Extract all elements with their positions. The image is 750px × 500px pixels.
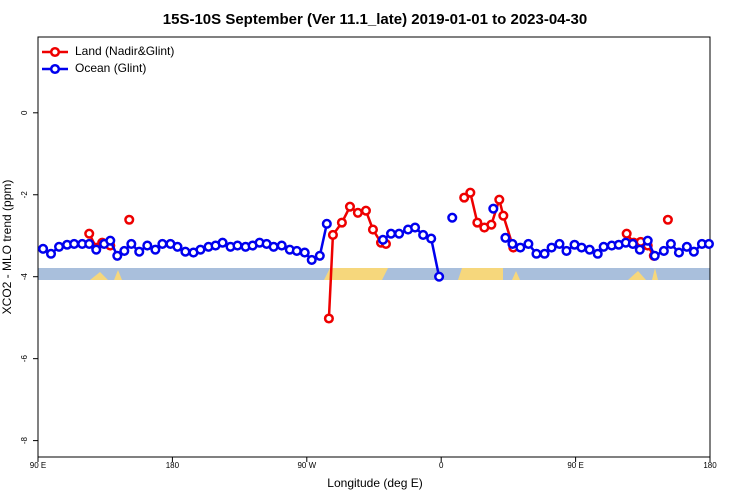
y-tick-label: -2 <box>20 191 29 199</box>
data-point <box>531 248 542 259</box>
data-point <box>352 207 363 218</box>
legend-label: Ocean (Glint) <box>75 61 146 75</box>
data-point <box>584 244 595 255</box>
data-point <box>592 248 603 259</box>
data-point <box>45 248 57 259</box>
data-point <box>276 240 287 251</box>
data-point <box>377 234 389 245</box>
data-point <box>418 229 429 240</box>
data-point <box>134 246 145 257</box>
data-point <box>232 240 243 251</box>
data-point <box>84 238 95 249</box>
data-point <box>494 194 505 205</box>
data-point <box>150 244 161 255</box>
data-point <box>323 313 334 324</box>
data-point <box>321 218 332 229</box>
data-point <box>394 228 405 239</box>
x-tick-label: 90 E <box>567 461 583 470</box>
data-point <box>681 241 692 252</box>
data-point <box>642 235 653 246</box>
legend-marker <box>49 63 61 75</box>
data-point <box>299 247 310 258</box>
data-point <box>180 246 191 257</box>
data-point <box>523 238 534 249</box>
data-point <box>658 245 669 256</box>
data-point <box>306 254 317 265</box>
series-line <box>89 193 668 319</box>
data-point <box>268 241 279 252</box>
y-axis-label: XCO2 - MLO trend (ppm) <box>0 180 14 315</box>
data-point <box>488 203 499 214</box>
x-tick-label: 90 W <box>297 461 316 470</box>
data-point <box>507 238 518 249</box>
y-tick-label: -8 <box>20 437 29 445</box>
data-point <box>105 235 116 246</box>
data-point <box>426 233 437 244</box>
data-point <box>598 241 609 252</box>
data-point <box>673 247 684 258</box>
data-point <box>172 241 183 252</box>
y-tick-label: -6 <box>20 355 29 363</box>
data-point <box>634 244 645 255</box>
data-point <box>327 229 338 240</box>
data-point <box>627 238 638 249</box>
data-point <box>314 250 325 261</box>
data-point <box>662 214 673 225</box>
data-point <box>217 237 228 248</box>
data-point <box>515 242 526 253</box>
data-point <box>472 217 483 228</box>
data-point <box>195 244 206 255</box>
x-tick-label: 180 <box>703 461 717 470</box>
data-point <box>142 240 153 251</box>
data-point <box>119 245 130 256</box>
data-point <box>84 228 95 239</box>
data-point <box>54 241 65 252</box>
data-point <box>703 238 715 249</box>
data-point <box>459 192 470 203</box>
legend-label: Land (Nadir&Glint) <box>75 44 174 58</box>
data-point <box>665 238 676 249</box>
data-point <box>434 271 445 282</box>
legend-marker <box>49 46 61 58</box>
x-tick-label: 0 <box>439 461 444 470</box>
y-tick-label: -4 <box>20 273 29 281</box>
data-point <box>500 232 511 243</box>
data-point <box>344 201 356 212</box>
y-tick-label: 0 <box>20 110 29 115</box>
data-point <box>367 224 379 235</box>
x-axis-label: Longitude (deg E) <box>327 476 422 490</box>
data-point <box>410 222 421 233</box>
chart-title: 15S-10S September (Ver 11.1_late) 2019-0… <box>163 11 587 28</box>
data-point <box>360 205 371 216</box>
data-point <box>38 243 49 254</box>
land-strip <box>90 268 658 280</box>
data-point <box>157 238 168 249</box>
data-point <box>576 242 587 253</box>
data-point <box>649 250 660 261</box>
data-point <box>539 248 550 259</box>
data-point <box>498 210 509 221</box>
x-tick-label: 90 E <box>30 461 46 470</box>
data-point <box>621 228 632 239</box>
data-point <box>385 228 397 239</box>
data-point <box>546 242 557 253</box>
data-point <box>554 238 565 249</box>
data-point <box>336 217 347 228</box>
data-point <box>291 245 302 256</box>
data-point <box>688 246 699 257</box>
x-tick-label: 180 <box>166 461 180 470</box>
data-point <box>465 187 476 198</box>
data-point <box>91 244 102 255</box>
data-point <box>112 250 123 261</box>
data-point <box>126 238 137 249</box>
data-point <box>486 219 497 230</box>
data-point <box>447 212 458 223</box>
data-point <box>69 238 80 249</box>
data-point <box>561 245 572 256</box>
data-point <box>124 214 135 225</box>
